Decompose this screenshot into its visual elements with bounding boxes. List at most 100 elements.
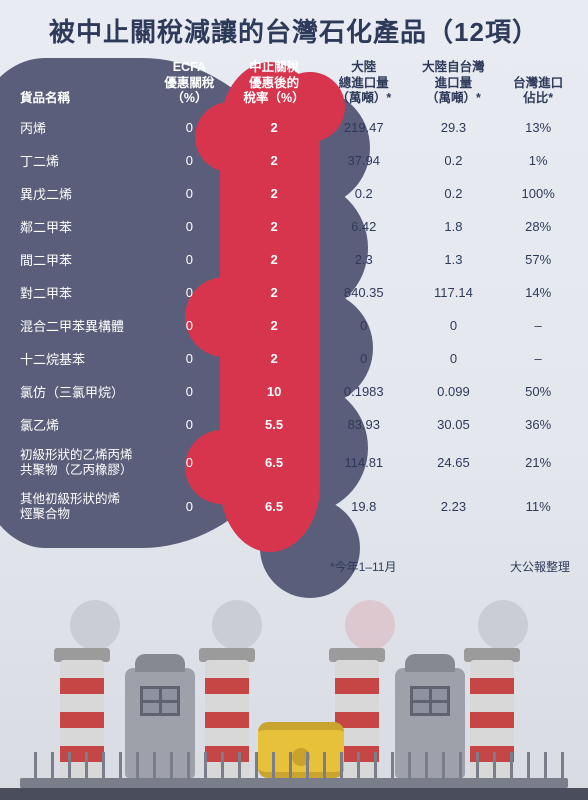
cell-share: 100% bbox=[498, 186, 578, 201]
cell-newrate: 6.5 bbox=[229, 455, 319, 470]
cell-ecfa: 0 bbox=[150, 417, 230, 432]
cell-share: 14% bbox=[498, 285, 578, 300]
cell-total: 0.2 bbox=[319, 186, 409, 201]
col-fromtw: 大陸自台灣 進口量 （萬噸）* bbox=[409, 60, 499, 107]
cell-product: 氯乙烯 bbox=[10, 415, 150, 434]
cell-total: 0 bbox=[319, 318, 409, 333]
cell-fromtw: 2.23 bbox=[409, 499, 499, 514]
cell-fromtw: 117.14 bbox=[409, 285, 499, 300]
cell-newrate: 6.5 bbox=[229, 499, 319, 514]
cell-total: 114.81 bbox=[319, 455, 409, 470]
cell-newrate: 2 bbox=[229, 186, 319, 201]
cell-product: 其他初級形狀的烯 烴聚合物 bbox=[10, 492, 150, 522]
cell-share: 57% bbox=[498, 252, 578, 267]
cell-share: 11% bbox=[498, 499, 578, 514]
cell-share: – bbox=[498, 318, 578, 333]
cell-ecfa: 0 bbox=[150, 318, 230, 333]
cell-newrate: 2 bbox=[229, 219, 319, 234]
table-row: 其他初級形狀的烯 烴聚合物06.519.82.2311% bbox=[10, 485, 578, 529]
cell-share: 13% bbox=[498, 120, 578, 135]
cell-total: 0.1983 bbox=[319, 384, 409, 399]
cell-fromtw: 1.8 bbox=[409, 219, 499, 234]
cell-total: 83.93 bbox=[319, 417, 409, 432]
smoke-puff bbox=[70, 600, 120, 650]
table-row: 十二烷基苯0200– bbox=[10, 342, 578, 375]
cell-total: 19.8 bbox=[319, 499, 409, 514]
cell-newrate: 5.5 bbox=[229, 417, 319, 432]
col-total: 大陸 總進口量 （萬噸）* bbox=[319, 60, 409, 107]
table-row: 間二甲苯022.31.357% bbox=[10, 243, 578, 276]
cell-ecfa: 0 bbox=[150, 186, 230, 201]
cell-total: 6.42 bbox=[319, 219, 409, 234]
cell-product: 初級形狀的乙烯丙烯 共聚物（乙丙橡膠） bbox=[10, 448, 150, 478]
cell-ecfa: 0 bbox=[150, 455, 230, 470]
cell-newrate: 10 bbox=[229, 384, 319, 399]
ground bbox=[0, 788, 588, 800]
col-product: 貨品名稱 bbox=[10, 91, 150, 107]
smoke-puff bbox=[478, 600, 528, 650]
cell-share: 36% bbox=[498, 417, 578, 432]
cell-fromtw: 29.3 bbox=[409, 120, 499, 135]
cell-share: 21% bbox=[498, 455, 578, 470]
cell-ecfa: 0 bbox=[150, 120, 230, 135]
cell-product: 十二烷基苯 bbox=[10, 349, 150, 368]
table-row: 對二甲苯02840.35117.1414% bbox=[10, 276, 578, 309]
cell-fromtw: 0.2 bbox=[409, 153, 499, 168]
cell-newrate: 2 bbox=[229, 351, 319, 366]
table-row: 鄰二甲苯026.421.828% bbox=[10, 210, 578, 243]
factory-illustration bbox=[0, 570, 588, 800]
cell-fromtw: 1.3 bbox=[409, 252, 499, 267]
cell-product: 丁二烯 bbox=[10, 151, 150, 170]
table-row: 混合二甲苯異構體0200– bbox=[10, 309, 578, 342]
cell-product: 混合二甲苯異構體 bbox=[10, 316, 150, 335]
cell-product: 氯仿（三氯甲烷） bbox=[10, 382, 150, 401]
table-header-row: 貨品名稱 ECFA 優惠關稅 （%） 中止關稅 優惠後的 稅率（%） 大陸 總進… bbox=[10, 60, 578, 111]
cell-ecfa: 0 bbox=[150, 252, 230, 267]
infographic-canvas: 被中止關稅減讓的台灣石化產品（12項） 貨品名稱 ECFA 優惠關稅 （%） 中… bbox=[0, 0, 588, 800]
table-row: 丁二烯0237.940.21% bbox=[10, 144, 578, 177]
cell-ecfa: 0 bbox=[150, 384, 230, 399]
cell-ecfa: 0 bbox=[150, 153, 230, 168]
cell-newrate: 2 bbox=[229, 318, 319, 333]
cell-fromtw: 0.2 bbox=[409, 186, 499, 201]
cell-share: 1% bbox=[498, 153, 578, 168]
page-title: 被中止關稅減讓的台灣石化產品（12項） bbox=[0, 0, 588, 49]
cell-total: 840.35 bbox=[319, 285, 409, 300]
cell-product: 間二甲苯 bbox=[10, 250, 150, 269]
smoke-puff bbox=[212, 600, 262, 650]
cell-total: 37.94 bbox=[319, 153, 409, 168]
cell-newrate: 2 bbox=[229, 285, 319, 300]
cell-share: 28% bbox=[498, 219, 578, 234]
table-row: 氯乙烯05.583.9330.0536% bbox=[10, 408, 578, 441]
cell-fromtw: 0.099 bbox=[409, 384, 499, 399]
cell-fromtw: 0 bbox=[409, 318, 499, 333]
cell-fromtw: 24.65 bbox=[409, 455, 499, 470]
table-row: 氯仿（三氯甲烷）0100.19830.09950% bbox=[10, 375, 578, 408]
cell-ecfa: 0 bbox=[150, 351, 230, 366]
cell-product: 鄰二甲苯 bbox=[10, 217, 150, 236]
cell-share: – bbox=[498, 351, 578, 366]
ground-pipe bbox=[20, 778, 568, 788]
col-ecfa: ECFA 優惠關稅 （%） bbox=[150, 60, 230, 107]
cell-newrate: 2 bbox=[229, 252, 319, 267]
table-row: 丙烯02219.4729.313% bbox=[10, 111, 578, 144]
cell-product: 對二甲苯 bbox=[10, 283, 150, 302]
cell-total: 0 bbox=[319, 351, 409, 366]
smoke-puff bbox=[345, 600, 395, 650]
cell-fromtw: 30.05 bbox=[409, 417, 499, 432]
cell-total: 219.47 bbox=[319, 120, 409, 135]
cell-newrate: 2 bbox=[229, 153, 319, 168]
tariff-table: 貨品名稱 ECFA 優惠關稅 （%） 中止關稅 優惠後的 稅率（%） 大陸 總進… bbox=[10, 60, 578, 529]
table-row: 異戊二烯020.20.2100% bbox=[10, 177, 578, 210]
cell-share: 50% bbox=[498, 384, 578, 399]
cell-ecfa: 0 bbox=[150, 219, 230, 234]
col-newrate: 中止關稅 優惠後的 稅率（%） bbox=[229, 60, 319, 107]
cell-product: 異戊二烯 bbox=[10, 184, 150, 203]
col-share: 台灣進口 佔比* bbox=[498, 76, 578, 107]
table-row: 初級形狀的乙烯丙烯 共聚物（乙丙橡膠）06.5114.8124.6521% bbox=[10, 441, 578, 485]
cell-fromtw: 0 bbox=[409, 351, 499, 366]
cell-ecfa: 0 bbox=[150, 499, 230, 514]
cell-total: 2.3 bbox=[319, 252, 409, 267]
cell-ecfa: 0 bbox=[150, 285, 230, 300]
cell-newrate: 2 bbox=[229, 120, 319, 135]
